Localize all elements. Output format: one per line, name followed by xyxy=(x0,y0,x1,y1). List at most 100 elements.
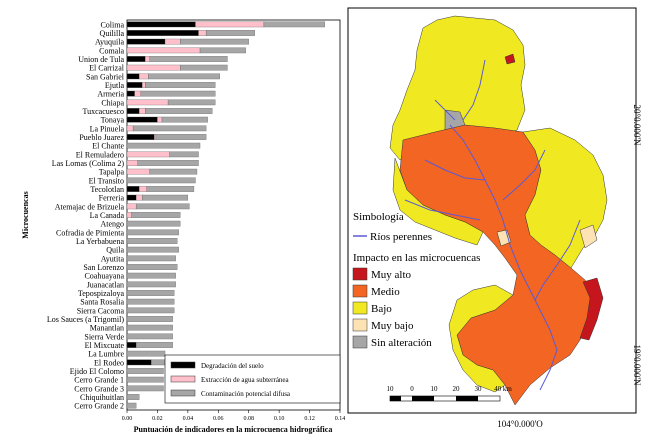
category-label: Los Sauces (a Trigomil) xyxy=(47,315,124,324)
category-label: El Rodeo xyxy=(94,358,124,367)
legend-swatch-1 xyxy=(170,375,196,383)
legend-label-2: Contaminación potencial difusa xyxy=(201,390,291,398)
bar-segment-1 xyxy=(145,56,150,62)
bar-segment-2 xyxy=(145,82,216,88)
category-label: Armeria xyxy=(97,90,124,99)
bar-segment-2 xyxy=(180,64,228,71)
bar-segment-2 xyxy=(135,342,173,348)
bar-segment-0 xyxy=(126,116,158,123)
category-label: Tapalpa xyxy=(99,168,125,177)
category-label: Cerro Grande 2 xyxy=(74,402,124,411)
bar-segment-2 xyxy=(135,203,190,210)
scale-label-4: 30 xyxy=(475,385,483,393)
bar-segment-2 xyxy=(126,272,176,279)
category-label: Quila xyxy=(106,246,124,255)
map-legend-title: Simbología xyxy=(353,211,404,223)
category-label: Ayuquila xyxy=(95,38,124,47)
bar-segment-2 xyxy=(132,125,207,132)
category-label: Tecolotlan xyxy=(90,185,124,194)
zone-bajo-west xyxy=(392,157,484,246)
category-label: Atemajac de Brizuela xyxy=(55,202,125,211)
x-tick-label: 0.00 xyxy=(122,416,133,422)
bar-segment-2 xyxy=(126,385,164,392)
category-label: Tuxcacuesco xyxy=(83,107,124,116)
bar-segment-1 xyxy=(139,186,147,192)
category-label: Juanacatlan xyxy=(87,280,124,289)
bar-segment-2 xyxy=(126,281,176,288)
bar-segment-2 xyxy=(167,99,216,106)
impact-swatch xyxy=(352,318,368,332)
category-label: El Carrizal xyxy=(89,64,125,73)
bar-segment-1 xyxy=(126,212,132,218)
category-label: El Mixcuate xyxy=(85,341,125,350)
bar-segment-0 xyxy=(126,359,152,366)
bar-segment-2 xyxy=(180,38,249,45)
bar-segment-1 xyxy=(126,151,170,158)
category-label: La Pinuela xyxy=(90,124,125,133)
x-tick-label: 0.04 xyxy=(183,416,194,422)
x-tick-label: 0.10 xyxy=(274,416,285,422)
bar-segment-0 xyxy=(126,73,140,80)
lon-label: 104°0.000'O xyxy=(497,419,543,429)
bar-segment-2 xyxy=(126,177,196,184)
category-label: Comala xyxy=(99,46,124,55)
bar-segment-2 xyxy=(126,324,173,331)
lat-label-19: 19°0.000'N xyxy=(632,345,642,386)
category-label: Cerro Grande 3 xyxy=(74,384,124,393)
bar-segment-1 xyxy=(139,108,146,114)
category-label: Ferreria xyxy=(99,194,125,203)
category-label: San Gabriel xyxy=(86,72,125,81)
category-label: Ejutla xyxy=(105,81,125,90)
x-tick-label: 0.08 xyxy=(243,416,254,422)
river-network xyxy=(404,59,581,391)
category-label: Santa Rosalia xyxy=(80,298,124,307)
bar-segment-2 xyxy=(126,333,173,340)
category-label: Sierra Cacoma xyxy=(77,306,125,315)
bar-segment-2 xyxy=(151,359,166,366)
bar-segment-2 xyxy=(142,194,189,201)
scale-label-3: 20 xyxy=(453,385,461,393)
bar-segment-0 xyxy=(126,108,140,114)
bar-segment-1 xyxy=(126,99,169,106)
impact-map: Simbología Ríos perennes Impacto en las … xyxy=(345,0,650,440)
legend-label-1: Extracción de agua subterránea xyxy=(201,376,290,384)
bar-segment-2 xyxy=(126,376,164,383)
bar-segment-2 xyxy=(131,212,181,218)
impact-swatch xyxy=(352,284,368,298)
impact-swatch xyxy=(352,267,368,281)
stacked-bar-chart: Colima Quililla Ayuquila Comala Union de Tul… xyxy=(21,19,345,434)
scale-label-0: 10 xyxy=(387,385,395,393)
impact-legend-title: Impacto en las microcuencas xyxy=(353,252,480,264)
bar-segment-2 xyxy=(149,168,198,175)
bar-segment-2 xyxy=(126,368,164,374)
bar-segment-2 xyxy=(126,229,179,236)
zone-muy-bajo-2 xyxy=(496,229,512,247)
bar-segment-0 xyxy=(126,186,140,192)
zone-muy-bajo xyxy=(579,224,598,249)
category-label: Cerro Grande 1 xyxy=(74,376,124,385)
category-label: Sierra Verde xyxy=(84,332,124,341)
bar-segment-2 xyxy=(126,394,140,400)
category-label: El Transito xyxy=(89,176,124,185)
zone-bajo-south xyxy=(448,284,514,393)
category-label: Coahuayana xyxy=(84,272,124,281)
bar-segment-1 xyxy=(126,160,138,166)
category-label: La Yerbabuena xyxy=(76,237,124,246)
category-label: Chiquihuitlan xyxy=(80,393,124,402)
zone-muy-alto-north xyxy=(504,53,516,65)
impact-label: Medio xyxy=(371,286,400,298)
bar-segment-2 xyxy=(148,73,220,80)
category-label: Tonaya xyxy=(101,116,125,125)
category-label: El Remuladero xyxy=(76,150,124,159)
category-label: Pueblo Juarez xyxy=(79,133,124,142)
bar-segment-1 xyxy=(198,30,207,36)
bar-segment-2 xyxy=(126,316,173,322)
bar-segment-1 xyxy=(157,116,163,123)
bar-segment-0 xyxy=(126,134,155,140)
bar-segment-0 xyxy=(126,90,135,97)
bar-segment-2 xyxy=(126,220,181,227)
x-tick-label: 0.14 xyxy=(335,416,345,422)
scale-label-2: 10 xyxy=(431,385,439,393)
bar-segment-2 xyxy=(205,30,255,36)
